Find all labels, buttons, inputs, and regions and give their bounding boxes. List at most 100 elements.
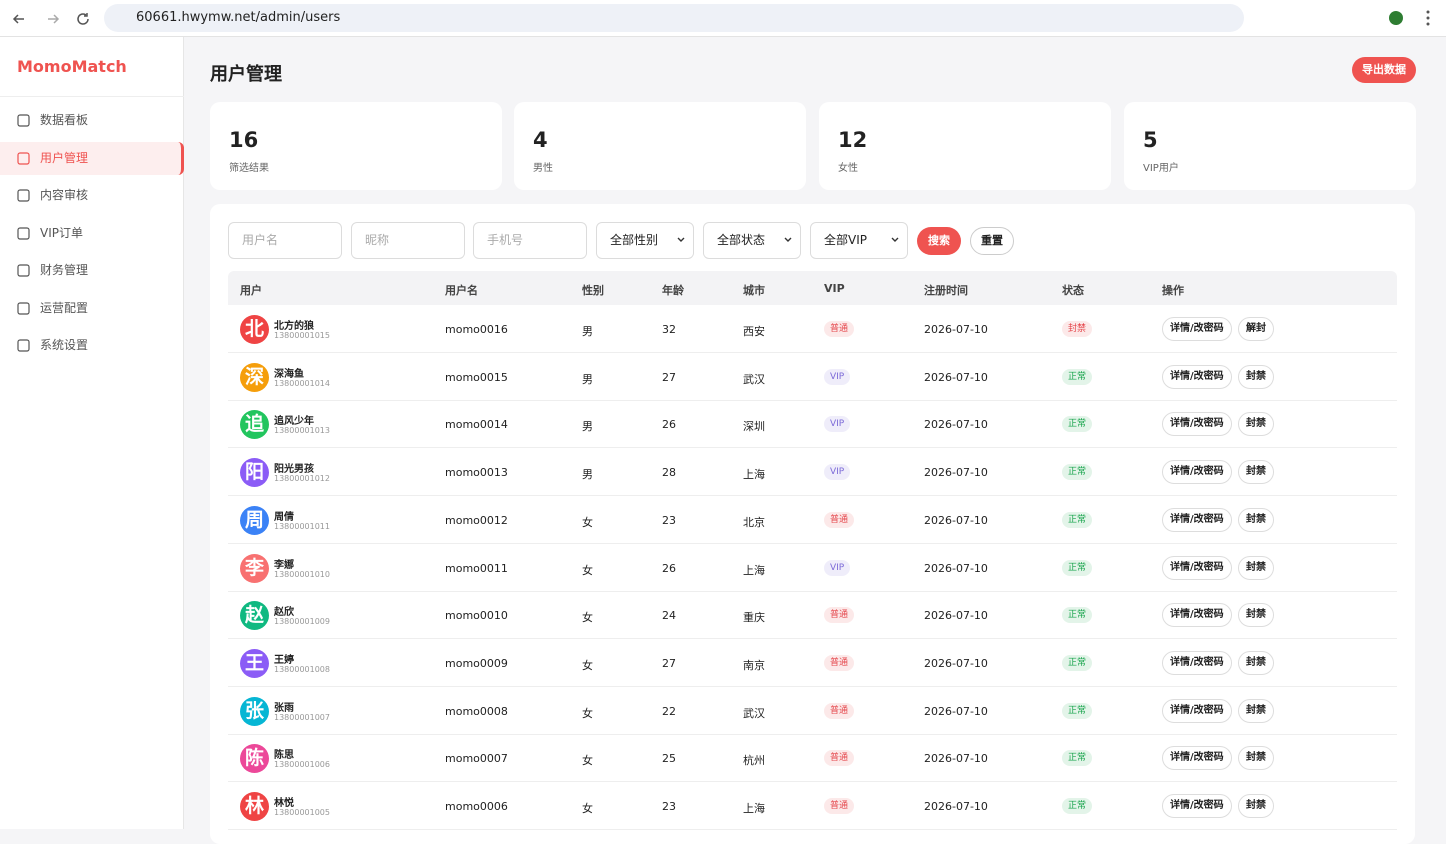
registered-date: 2026-07-10 [924, 704, 988, 718]
table-row: 深深海鱼 13800001014 momo0015 男 27 武汉 VIP 2026-07-1… [228, 353, 1397, 401]
user-name: 北方的狼 [274, 321, 314, 332]
table-row: 周周倩 13800001011 momo0012 女 23 北京 普通 2026-07-10 正… [228, 496, 1397, 544]
text-input[interactable]: 昵称 [351, 222, 465, 259]
ban-button[interactable]: 封禁 [1238, 555, 1274, 580]
stat-value: 4 [533, 128, 548, 152]
stat-label: VIP用户 [1143, 163, 1179, 174]
browser-icons[interactable] [1386, 8, 1436, 28]
gender: 女 [582, 658, 593, 672]
ban-button[interactable]: 封禁 [1238, 460, 1274, 485]
stat-card: 12 女性 [819, 102, 1111, 190]
select[interactable]: 全部性别 [596, 222, 694, 259]
username: momo0009 [445, 656, 508, 670]
column-header: VIP [824, 282, 845, 295]
nav-icon [17, 151, 30, 165]
ban-button[interactable]: 封禁 [1238, 364, 1274, 389]
vip-badge: 普通 [824, 798, 855, 814]
nav-item[interactable]: 数据看板 [0, 104, 184, 137]
user-name: 深海鱼 [274, 368, 304, 380]
export-button[interactable]: 导出数据 [1352, 57, 1416, 83]
search-button[interactable]: 搜索 [917, 227, 961, 255]
detail-button[interactable]: 详情/改密码 [1162, 746, 1232, 771]
detail-button[interactable]: 详情/改密码 [1162, 555, 1232, 580]
user-name: 赵欣 [274, 607, 294, 619]
nav-item[interactable]: 用户管理 [0, 141, 184, 175]
detail-button[interactable]: 详情/改密码 [1162, 364, 1232, 389]
gender: 女 [582, 611, 593, 625]
status-badge: 正常 [1062, 511, 1093, 528]
table-row: 张张雨 13800001007 momo0008 女 22 武汉 普通 2026-07-10 正… [228, 687, 1397, 735]
stat-value: 5 [1143, 128, 1158, 152]
age: 32 [662, 323, 676, 336]
registered-date: 2026-07-10 [924, 800, 988, 813]
vip-badge: VIP [824, 368, 851, 385]
nav-item[interactable]: VIP订单 [0, 217, 184, 250]
user-name: 林悦 [274, 798, 294, 809]
avatar: 陈 [240, 744, 269, 774]
nav-label: 系统设置 [40, 338, 89, 352]
stat-value: 16 [229, 128, 259, 152]
status-badge: 正常 [1062, 416, 1093, 433]
nav-item[interactable]: 运营配置 [0, 292, 184, 325]
table-row: 王王婷 13800001008 momo0009 女 27 南京 普通 2026-07-10 正… [228, 639, 1397, 687]
reset-button[interactable]: 重置 [970, 227, 1014, 255]
detail-button[interactable]: 详情/改密码 [1162, 698, 1232, 723]
ban-button[interactable]: 封禁 [1238, 650, 1274, 675]
gender: 女 [582, 706, 593, 720]
ban-button[interactable]: 封禁 [1238, 507, 1274, 532]
city: 深圳 [743, 420, 765, 434]
gender: 男 [582, 325, 593, 338]
city: 北京 [743, 515, 765, 529]
detail-button[interactable]: 详情/改密码 [1162, 317, 1232, 341]
ban-button[interactable]: 封禁 [1238, 603, 1274, 628]
user-phone: 13800001008 [274, 664, 330, 674]
user-phone: 13800001013 [274, 426, 330, 436]
nav-icon [17, 301, 30, 315]
city: 上海 [743, 802, 765, 815]
status-badge: 封禁 [1062, 321, 1093, 337]
nav-item[interactable]: 财务管理 [0, 254, 184, 287]
status-badge: 正常 [1062, 654, 1093, 671]
ban-button[interactable]: 封禁 [1238, 698, 1274, 723]
text-input[interactable]: 用户名 [228, 222, 342, 259]
vip-badge: 普通 [824, 511, 855, 528]
registered-date: 2026-07-10 [924, 656, 988, 670]
ban-button[interactable]: 封禁 [1238, 746, 1274, 771]
nav-buttons[interactable] [12, 11, 92, 27]
username: momo0010 [445, 609, 508, 623]
nav-item[interactable]: 系统设置 [0, 329, 184, 362]
detail-button[interactable]: 详情/改密码 [1162, 507, 1232, 532]
detail-button[interactable]: 详情/改密码 [1162, 650, 1232, 675]
ban-button[interactable]: 封禁 [1238, 412, 1274, 437]
ban-button[interactable]: 解封 [1238, 317, 1274, 341]
select[interactable]: 全部状态 [703, 222, 801, 259]
registered-date: 2026-07-10 [924, 513, 988, 527]
column-header: 操作 [1162, 284, 1184, 297]
nav-label: 内容审核 [40, 188, 89, 202]
vip-badge: VIP [824, 416, 851, 433]
gender: 男 [582, 372, 593, 386]
avatar: 张 [240, 696, 269, 726]
ban-button[interactable]: 封禁 [1238, 794, 1274, 818]
browser-bar: 60661.hwymw.net/admin/users [0, 0, 1446, 37]
select[interactable]: 全部VIP [810, 222, 908, 259]
detail-button[interactable]: 详情/改密码 [1162, 460, 1232, 485]
table-row: 李李娜 13800001010 momo0011 女 26 上海 VIP 2026-07-10… [228, 544, 1397, 592]
avatar: 李 [240, 553, 269, 583]
text-input[interactable]: 手机号 [473, 222, 587, 259]
nav-item[interactable]: 内容审核 [0, 179, 184, 212]
detail-button[interactable]: 详情/改密码 [1162, 603, 1232, 628]
status-badge: 正常 [1062, 798, 1093, 814]
age: 23 [662, 513, 676, 527]
age: 24 [662, 609, 676, 623]
vip-badge: 普通 [824, 702, 855, 719]
detail-button[interactable]: 详情/改密码 [1162, 412, 1232, 437]
gender: 女 [582, 563, 593, 577]
address-bar[interactable]: 60661.hwymw.net/admin/users [104, 4, 1244, 32]
avatar: 阳 [240, 458, 269, 488]
detail-button[interactable]: 详情/改密码 [1162, 794, 1232, 818]
age: 26 [662, 561, 676, 575]
user-phone: 13800001011 [274, 521, 330, 531]
gender: 女 [582, 802, 593, 815]
